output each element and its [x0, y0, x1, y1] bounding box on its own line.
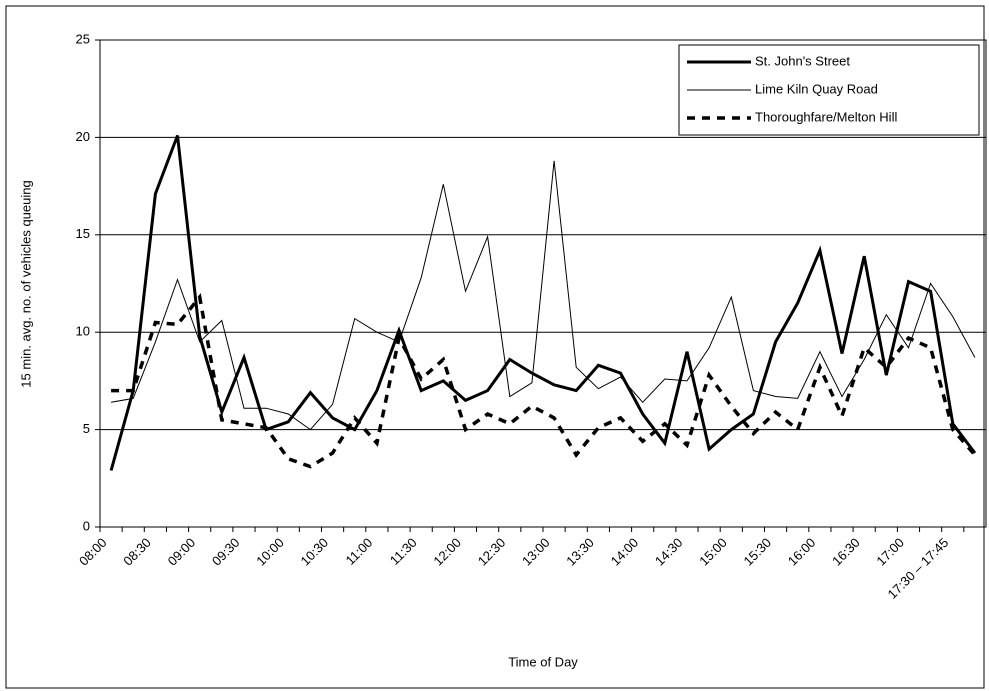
x-tick-label: 14:30 [652, 535, 686, 569]
x-tick-label: 15:30 [741, 535, 775, 569]
x-tick-label: 12:30 [475, 535, 509, 569]
y-axis-title: 15 min. avg. no. of vehicles queuing [18, 180, 33, 387]
x-tick-label: 09:00 [165, 535, 199, 569]
x-tick-label: 10:00 [253, 535, 287, 569]
x-tick-label: 13:30 [563, 535, 597, 569]
legend-label: Lime Kiln Quay Road [755, 81, 878, 96]
y-tick-label: 10 [76, 324, 90, 339]
x-tick-label: 15:00 [696, 535, 730, 569]
series-line [111, 293, 977, 469]
y-tick-label: 25 [76, 31, 90, 46]
x-axis-title: Time of Day [508, 654, 578, 669]
x-tick-label: 14:00 [608, 535, 642, 569]
x-tick-label: 16:00 [785, 535, 819, 569]
y-tick-label: 20 [76, 129, 90, 144]
x-tick-label: 10:30 [298, 535, 332, 569]
x-tick-label: 12:00 [430, 535, 464, 569]
legend-label: Thoroughfare/Melton Hill [755, 109, 897, 124]
x-tick-label: 09:30 [209, 535, 243, 569]
y-tick-label: 0 [83, 518, 90, 533]
x-tick-label: 17:00 [873, 535, 907, 569]
x-tick-label: 11:30 [387, 535, 420, 568]
legend-label: St. John's Street [755, 53, 850, 68]
x-tick-label: 11:00 [342, 535, 375, 568]
y-tick-label: 5 [83, 421, 90, 436]
x-tick-label: 16:30 [829, 535, 863, 569]
x-tick-label: 08:30 [120, 535, 154, 569]
x-tick-label: 08:00 [76, 535, 110, 569]
chart-frame [5, 5, 985, 689]
y-tick-label: 15 [76, 226, 90, 241]
series-line [109, 134, 977, 471]
x-tick-label: 13:00 [519, 535, 553, 569]
series-line [111, 160, 976, 431]
